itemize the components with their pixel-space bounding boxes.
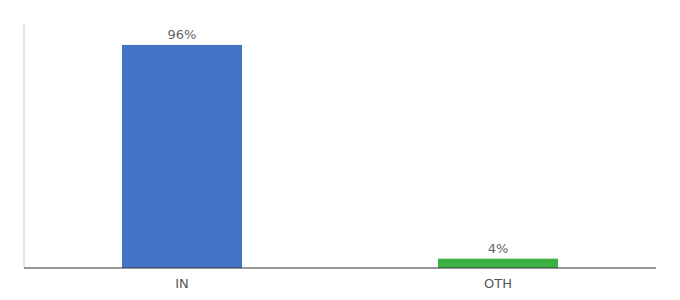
bar	[438, 259, 558, 268]
x-tick-label: OTH	[484, 276, 512, 291]
x-axis-line	[24, 267, 656, 268]
x-tick-label: IN	[175, 276, 189, 291]
chart: 96% 4% IN OTH	[0, 0, 680, 300]
bar	[122, 45, 242, 268]
chart-container: 96% 4% IN OTH	[0, 0, 680, 300]
bars	[122, 45, 558, 268]
y-axis-line	[24, 24, 25, 268]
data-label: 4%	[488, 241, 509, 256]
data-label: 96%	[168, 27, 197, 42]
